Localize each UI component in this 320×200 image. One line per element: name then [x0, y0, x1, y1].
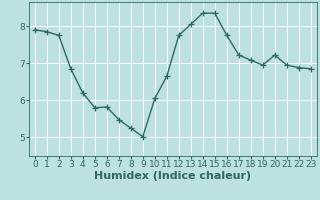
X-axis label: Humidex (Indice chaleur): Humidex (Indice chaleur) [94, 171, 252, 181]
